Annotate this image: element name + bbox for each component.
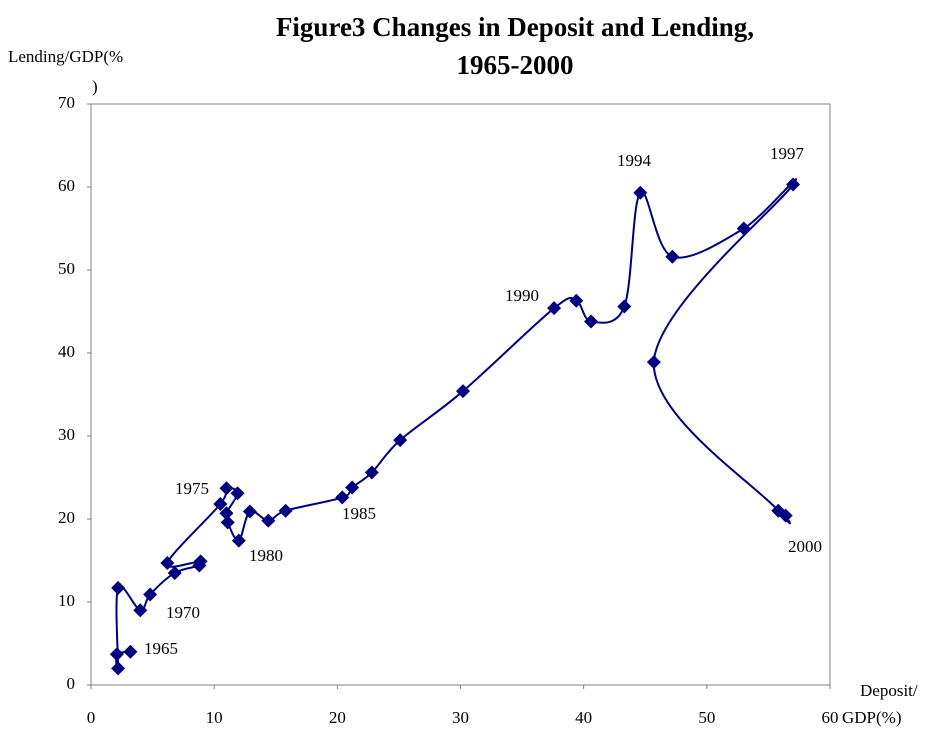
data-point xyxy=(345,480,360,495)
data-point xyxy=(111,661,126,676)
data-point xyxy=(393,433,408,448)
data-point xyxy=(261,513,276,528)
annotation: 1985 xyxy=(342,504,376,523)
y-tick-label: 30 xyxy=(58,425,75,444)
chart-title: Figure3 Changes in Deposit and Lending, xyxy=(276,12,754,42)
y-axis-label: ) xyxy=(92,77,98,96)
data-point xyxy=(455,384,470,399)
y-axis-label: Lending/GDP(% xyxy=(8,47,123,66)
data-point xyxy=(109,647,124,662)
y-tick-label: 20 xyxy=(58,508,75,527)
data-point xyxy=(160,555,175,570)
annotation: 1990 xyxy=(505,286,539,305)
data-point xyxy=(633,185,648,200)
data-point xyxy=(786,177,801,192)
x-tick-label: 10 xyxy=(206,708,223,727)
data-point xyxy=(230,486,245,501)
data-point xyxy=(193,554,208,569)
x-tick-label: 20 xyxy=(329,708,346,727)
data-point xyxy=(335,490,350,505)
data-point xyxy=(213,497,228,512)
data-point xyxy=(242,504,257,519)
x-tick-label: 0 xyxy=(87,708,96,727)
y-tick-label: 10 xyxy=(58,591,75,610)
x-axis-label: GDP(%) xyxy=(842,708,902,727)
x-tick-label: 40 xyxy=(575,708,592,727)
data-point xyxy=(665,249,680,264)
data-point xyxy=(364,465,379,480)
data-point xyxy=(617,299,632,314)
data-point xyxy=(123,644,138,659)
data-point xyxy=(220,515,235,530)
data-point xyxy=(219,506,234,521)
x-tick-label: 50 xyxy=(698,708,715,727)
x-tick-label: 60 xyxy=(822,708,839,727)
y-tick-label: 60 xyxy=(58,176,75,195)
data-point xyxy=(778,508,793,523)
annotation: 1970 xyxy=(166,603,200,622)
annotation: 1997 xyxy=(770,144,805,163)
series-line xyxy=(115,178,797,673)
y-tick-label: 50 xyxy=(58,259,75,278)
annotation: 2000 xyxy=(788,537,822,556)
annotation: 1975 xyxy=(175,479,209,498)
data-point xyxy=(231,533,246,548)
annotation: 1994 xyxy=(617,151,652,170)
annotation: 1980 xyxy=(249,546,283,565)
data-point xyxy=(133,603,148,618)
x-tick-label: 30 xyxy=(452,708,469,727)
data-point xyxy=(584,314,599,329)
x-axis-label: Deposit/ xyxy=(860,681,918,700)
data-point xyxy=(736,221,751,236)
y-tick-label: 40 xyxy=(58,342,75,361)
y-tick-label: 0 xyxy=(67,674,76,693)
data-point xyxy=(547,301,562,316)
data-point xyxy=(167,565,182,580)
data-point xyxy=(219,481,234,496)
data-point xyxy=(646,355,661,370)
data-point xyxy=(111,580,126,595)
data-point xyxy=(143,587,158,602)
chart-title: 1965-2000 xyxy=(457,50,574,80)
data-point xyxy=(278,503,293,518)
annotation: 1965 xyxy=(144,639,178,658)
y-tick-label: 70 xyxy=(58,93,75,112)
data-point xyxy=(569,293,584,308)
